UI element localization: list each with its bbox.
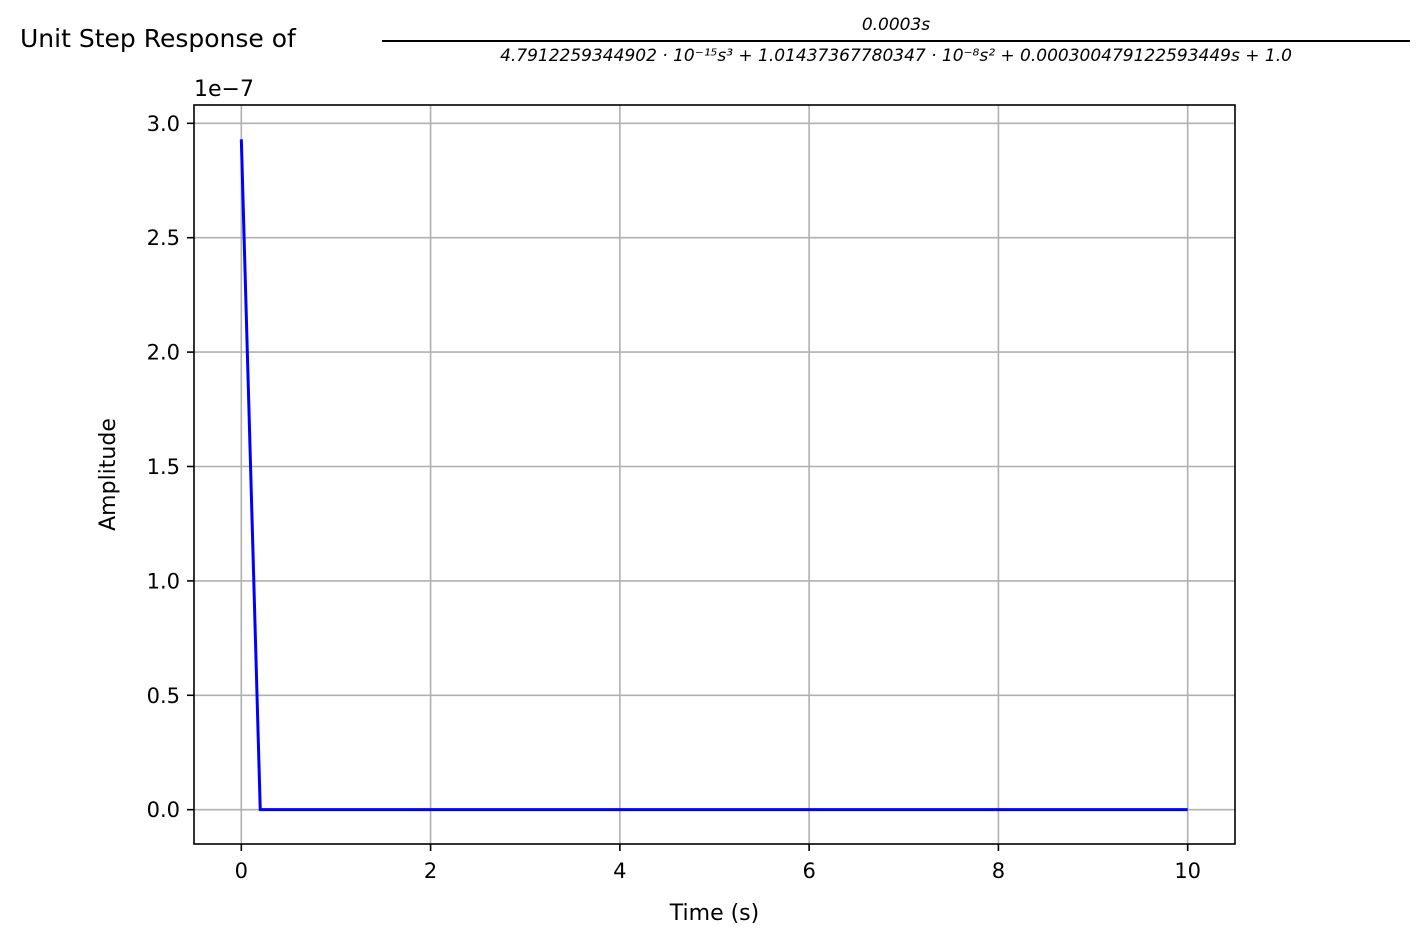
x-tick-label: 4: [613, 859, 626, 883]
chart-title-fraction: 0.0003s 4.7912259344902 · 10⁻¹⁵s³ + 1.01…: [382, 14, 1410, 67]
x-tick-label: 8: [992, 859, 1005, 883]
y-tick-label: 0.0: [147, 798, 180, 822]
chart-title-prefix: Unit Step Response of: [20, 24, 296, 53]
y-axis-offset-label: 1e−7: [194, 77, 254, 102]
series-layer: [239, 139, 1188, 812]
y-tick-label: 1.0: [147, 569, 180, 593]
y-tick-label: 2.5: [147, 226, 180, 250]
y-tick-label: 2.0: [147, 341, 180, 365]
y-tick-label: 0.5: [147, 684, 180, 708]
fraction-bar: [382, 40, 1410, 42]
y-tick-label: 3.0: [147, 112, 180, 136]
series-line: [239, 139, 1188, 812]
y-axis-label: Amplitude: [96, 418, 121, 531]
y-tick-label: 1.5: [147, 455, 180, 479]
plot-frame: [193, 104, 1236, 845]
x-tick-label: 6: [802, 859, 815, 883]
x-tick-label: 2: [424, 859, 437, 883]
title-denominator: 4.7912259344902 · 10⁻¹⁵s³ + 1.0143736778…: [500, 45, 1292, 66]
x-tick-label: 0: [235, 859, 248, 883]
y-axis-ticks: 0.0 0.5 1.0 1.5 2.0 2.5 3.0: [147, 112, 194, 822]
x-tick-label: 10: [1174, 859, 1201, 883]
title-numerator: 0.0003s: [861, 15, 931, 35]
x-axis-label: Time (s): [669, 901, 759, 926]
x-axis-ticks: 0 2 4 6 8 10: [235, 844, 1201, 883]
grid-lines: [194, 105, 1235, 844]
